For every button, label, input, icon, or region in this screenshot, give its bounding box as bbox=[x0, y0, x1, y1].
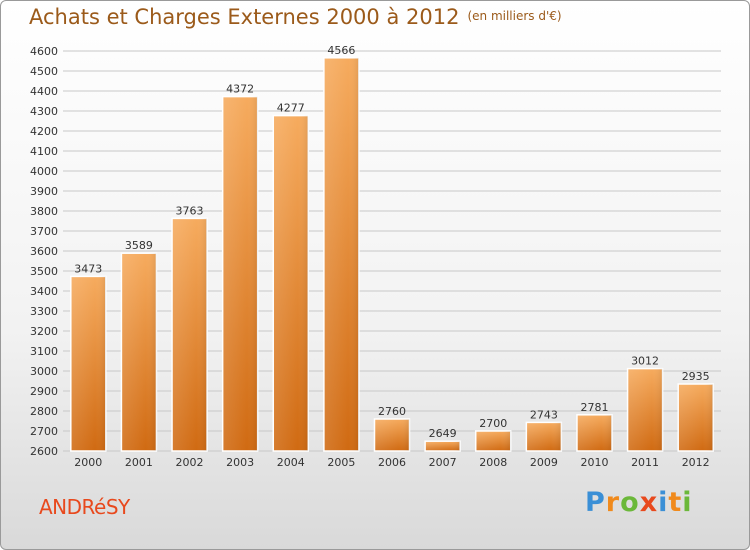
bar-shade-2004 bbox=[273, 115, 309, 451]
data-label-2009: 2743 bbox=[530, 408, 558, 421]
x-tick-label-2009: 2009 bbox=[530, 456, 558, 469]
data-label-2001: 3589 bbox=[125, 239, 153, 252]
bar-shade-2006 bbox=[374, 419, 410, 451]
y-tick-label: 3600 bbox=[30, 245, 58, 258]
bar-shade-2010 bbox=[576, 414, 612, 451]
y-axis-ticks: 2600 2700 2800 2900 3000 3100 3200 3300 3400 3500… bbox=[30, 45, 58, 458]
data-labels: 3473 3589 3763 4372 4277 4566 2760 2649 2700 2743… bbox=[74, 44, 709, 440]
logo-letter: r bbox=[605, 487, 621, 518]
y-tick-label: 2800 bbox=[30, 405, 58, 418]
data-label-2002: 3763 bbox=[176, 204, 204, 217]
x-tick-label-2000: 2000 bbox=[74, 456, 102, 469]
x-tick-label-2003: 2003 bbox=[226, 456, 254, 469]
town-name: ANDRéSY bbox=[39, 495, 130, 519]
bar-shade-2000 bbox=[70, 276, 106, 451]
chart-title: Achats et Charges Externes 2000 à 2012 (e… bbox=[29, 5, 562, 29]
bar-shade-2002 bbox=[172, 218, 208, 451]
chart-unit: (en milliers d'€) bbox=[467, 9, 562, 23]
chart-title-text: Achats et Charges Externes 2000 à 2012 bbox=[29, 5, 460, 29]
y-tick-label: 3900 bbox=[30, 185, 58, 198]
y-tick-label: 4000 bbox=[30, 165, 58, 178]
bar-shade-2012 bbox=[678, 384, 714, 451]
data-label-2012: 2935 bbox=[682, 370, 710, 383]
proxiti-logo: Proxiti bbox=[585, 487, 693, 518]
y-tick-label: 3500 bbox=[30, 265, 58, 278]
y-tick-label: 3300 bbox=[30, 305, 58, 318]
y-tick-label: 4200 bbox=[30, 125, 58, 138]
data-label-2000: 3473 bbox=[74, 262, 102, 275]
y-tick-label: 4100 bbox=[30, 145, 58, 158]
data-label-2011: 3012 bbox=[631, 355, 659, 368]
x-tick-label-2008: 2008 bbox=[479, 456, 507, 469]
logo-letter: i bbox=[658, 487, 669, 518]
logo-letter: x bbox=[639, 487, 659, 518]
data-label-2004: 4277 bbox=[277, 102, 305, 115]
bars bbox=[70, 57, 714, 452]
y-tick-label: 2600 bbox=[30, 445, 58, 458]
y-tick-label: 3800 bbox=[30, 205, 58, 218]
x-tick-label-2006: 2006 bbox=[378, 456, 406, 469]
grid-lines bbox=[63, 50, 721, 452]
bar-shade-2007 bbox=[425, 441, 461, 451]
bar-shade-2001 bbox=[121, 253, 157, 451]
x-tick-label-2012: 2012 bbox=[682, 456, 710, 469]
logo-letter: t bbox=[668, 487, 683, 518]
bar-shade-2011 bbox=[627, 368, 663, 451]
y-tick-label: 3000 bbox=[30, 365, 58, 378]
y-tick-label: 4400 bbox=[30, 85, 58, 98]
data-label-2008: 2700 bbox=[479, 417, 507, 430]
y-tick-label: 3100 bbox=[30, 345, 58, 358]
bar-shade-2009 bbox=[526, 422, 562, 451]
y-tick-label: 2900 bbox=[30, 385, 58, 398]
x-tick-label-2004: 2004 bbox=[277, 456, 305, 469]
data-label-2005: 4566 bbox=[327, 44, 355, 57]
bar-shade-2005 bbox=[323, 57, 359, 452]
x-tick-label-2001: 2001 bbox=[125, 456, 153, 469]
data-label-2003: 4372 bbox=[226, 83, 254, 96]
y-tick-label: 4600 bbox=[30, 45, 58, 58]
data-label-2006: 2760 bbox=[378, 405, 406, 418]
x-tick-label-2010: 2010 bbox=[580, 456, 608, 469]
y-tick-label: 3200 bbox=[30, 325, 58, 338]
logo-letter: P bbox=[585, 487, 606, 518]
x-tick-label-2011: 2011 bbox=[631, 456, 659, 469]
x-tick-label-2007: 2007 bbox=[429, 456, 457, 469]
y-tick-label: 3700 bbox=[30, 225, 58, 238]
bar-shade-2008 bbox=[475, 431, 511, 451]
data-label-2010: 2781 bbox=[580, 401, 608, 414]
y-tick-label: 4300 bbox=[30, 105, 58, 118]
x-tick-label-2002: 2002 bbox=[176, 456, 204, 469]
x-axis-ticks: 2000 2001 2002 2003 2004 2005 2006 2007 2008 2009… bbox=[74, 456, 709, 469]
data-label-2007: 2649 bbox=[429, 427, 457, 440]
y-tick-label: 2700 bbox=[30, 425, 58, 438]
x-tick-label-2005: 2005 bbox=[327, 456, 355, 469]
y-tick-label: 3400 bbox=[30, 285, 58, 298]
logo-letter: o bbox=[620, 487, 640, 518]
y-tick-label: 4500 bbox=[30, 65, 58, 78]
logo-letter: i bbox=[682, 487, 693, 518]
bar-shade-2003 bbox=[222, 96, 258, 451]
